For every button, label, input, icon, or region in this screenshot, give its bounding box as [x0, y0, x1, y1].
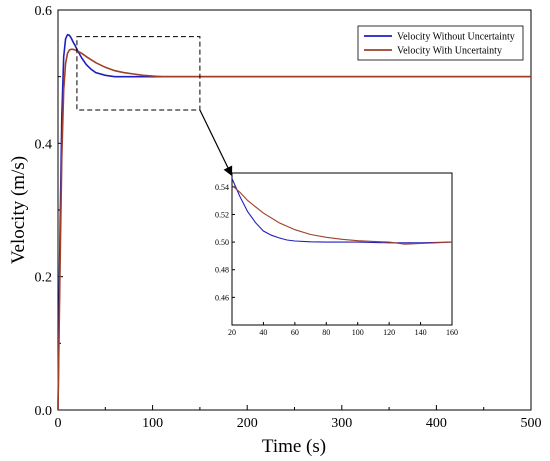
y-tick-label: 0.4: [35, 137, 53, 152]
inset-y-tick-label: 0.52: [215, 210, 229, 219]
x-axis-label: Time (s): [262, 436, 326, 457]
x-tick-label: 0: [55, 416, 62, 431]
inset-x-tick-label: 60: [291, 328, 299, 337]
series-line-1: [57, 48, 531, 411]
inset-x-tick-label: 20: [228, 328, 236, 337]
x-tick-label: 500: [521, 416, 542, 431]
inset-y-tick-label: 0.48: [215, 266, 229, 275]
legend: Velocity Without Uncertainty Velocity Wi…: [357, 25, 524, 61]
x-tick-label: 400: [426, 416, 447, 431]
inset-x-tick-label: 40: [259, 328, 267, 337]
inset-x-axis-ticks: 20 40 60 80 100 120 140 160: [228, 322, 458, 337]
legend-box: [357, 25, 524, 61]
inset-series: [231, 178, 453, 245]
legend-label-without-uncertainty: Velocity Without Uncertainty: [397, 32, 515, 43]
x-axis-ticks: 0 100 200 300 400 500: [55, 405, 542, 431]
inset-y-tick-label: 0.50: [215, 238, 229, 247]
inset-x-tick-label: 120: [383, 328, 395, 337]
inset-y-tick-label: 0.46: [215, 293, 229, 302]
inset-series-line-0: [231, 178, 453, 244]
y-axis-label: Velocity (m/s): [8, 156, 29, 264]
y-axis-ticks: 0.0 0.2 0.4 0.6: [35, 4, 63, 419]
y-tick-label: 0.6: [35, 4, 53, 19]
inset-background: [231, 172, 453, 326]
zoom-arrow: [199, 109, 233, 177]
inset-x-tick-label: 100: [352, 328, 364, 337]
zoom-window: [76, 36, 201, 111]
legend-label-with-uncertainty: Velocity With Uncertainty: [397, 46, 502, 57]
y-tick-label: 0.0: [35, 404, 53, 419]
x-tick-label: 300: [331, 416, 352, 431]
inset-x-tick-label: 80: [322, 328, 330, 337]
main-series: [57, 33, 531, 411]
inset-x-tick-label: 140: [415, 328, 427, 337]
inset-series-line-1: [231, 184, 453, 245]
inset-y-tick-label: 0.54: [215, 183, 229, 192]
inset-x-tick-label: 160: [446, 328, 458, 337]
x-tick-label: 100: [142, 416, 163, 431]
x-tick-label: 200: [237, 416, 258, 431]
y-tick-label: 0.2: [35, 271, 53, 286]
